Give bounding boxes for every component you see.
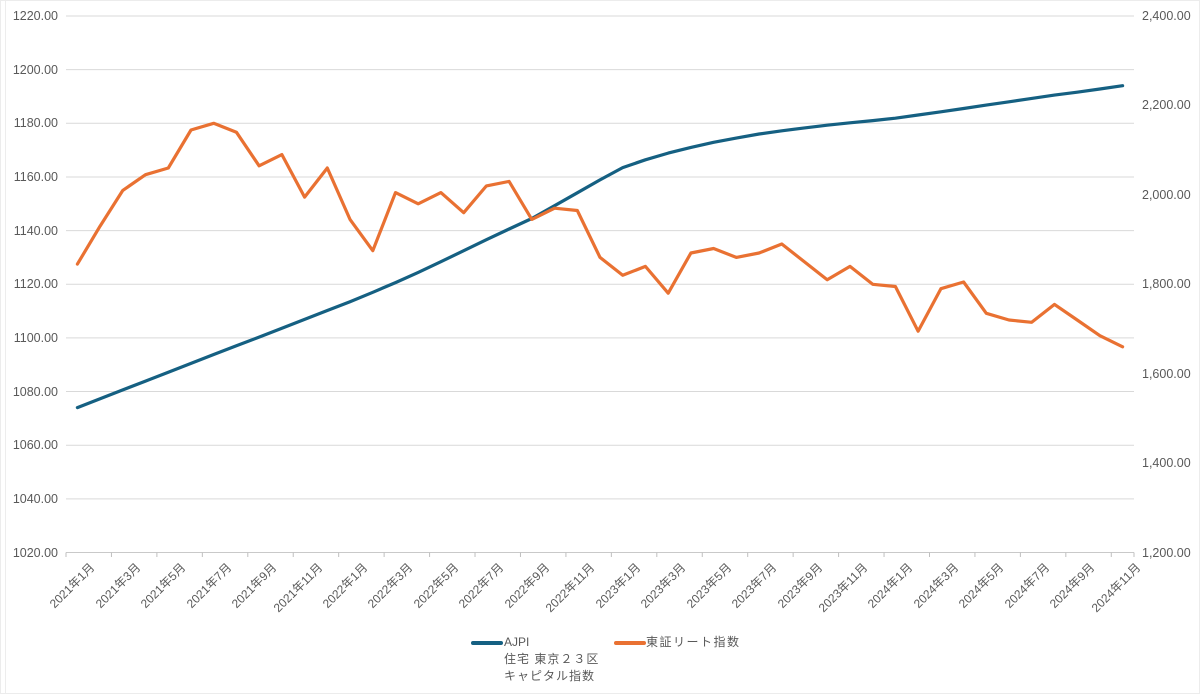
left-axis-tick-label: 1040.00 bbox=[12, 491, 58, 506]
left-axis-tick-label: 1100.00 bbox=[13, 330, 58, 345]
right-axis-tick-label: 2,200.00 bbox=[1142, 98, 1191, 113]
left-axis-tick-label: 1200.00 bbox=[12, 62, 58, 77]
ajpi-line-series[interactable] bbox=[75, 84, 1125, 410]
right-axis-tick-label: 1,600.00 bbox=[1142, 366, 1191, 381]
left-axis-tick-label: 1220.00 bbox=[12, 9, 58, 23]
legend-swatch-ajpi[interactable] bbox=[471, 641, 503, 645]
left-axis-tick-label: 1060.00 bbox=[12, 438, 58, 453]
left-axis-tick-label: 1120.00 bbox=[13, 277, 58, 292]
left-axis-tick-label: 1180.00 bbox=[13, 116, 58, 131]
legend-label-ajpi-line3: キャピタル指数 bbox=[504, 669, 596, 683]
legend-swatch-reit[interactable] bbox=[614, 641, 646, 645]
left-axis-tick-label: 1020.00 bbox=[12, 545, 58, 560]
right-axis-tick-label: 1,400.00 bbox=[1142, 456, 1191, 471]
legend-label-reit[interactable]: 東証リート指数 bbox=[646, 635, 741, 649]
right-axis-tick-label: 1,200.00 bbox=[1142, 545, 1191, 560]
right-axis-tick-label: 1,800.00 bbox=[1142, 277, 1191, 292]
reit-line-series[interactable] bbox=[75, 121, 1125, 349]
chart-border-line bbox=[5, 1, 6, 693]
legend-label-ajpi-line1: AJPI bbox=[504, 635, 530, 649]
legend-label-ajpi[interactable]: AJPI 住宅 東京２３区 キャピタル指数 bbox=[504, 634, 599, 685]
legend-label-ajpi-line2: 住宅 東京２３区 bbox=[504, 652, 600, 666]
right-axis-tick-label: 2,400.00 bbox=[1142, 9, 1191, 23]
right-axis-tick-label: 2,000.00 bbox=[1142, 187, 1191, 202]
left-axis-tick-label: 1160.00 bbox=[13, 169, 58, 184]
left-axis-tick-label: 1140.00 bbox=[13, 223, 58, 238]
left-axis-tick-label: 1080.00 bbox=[12, 384, 58, 399]
